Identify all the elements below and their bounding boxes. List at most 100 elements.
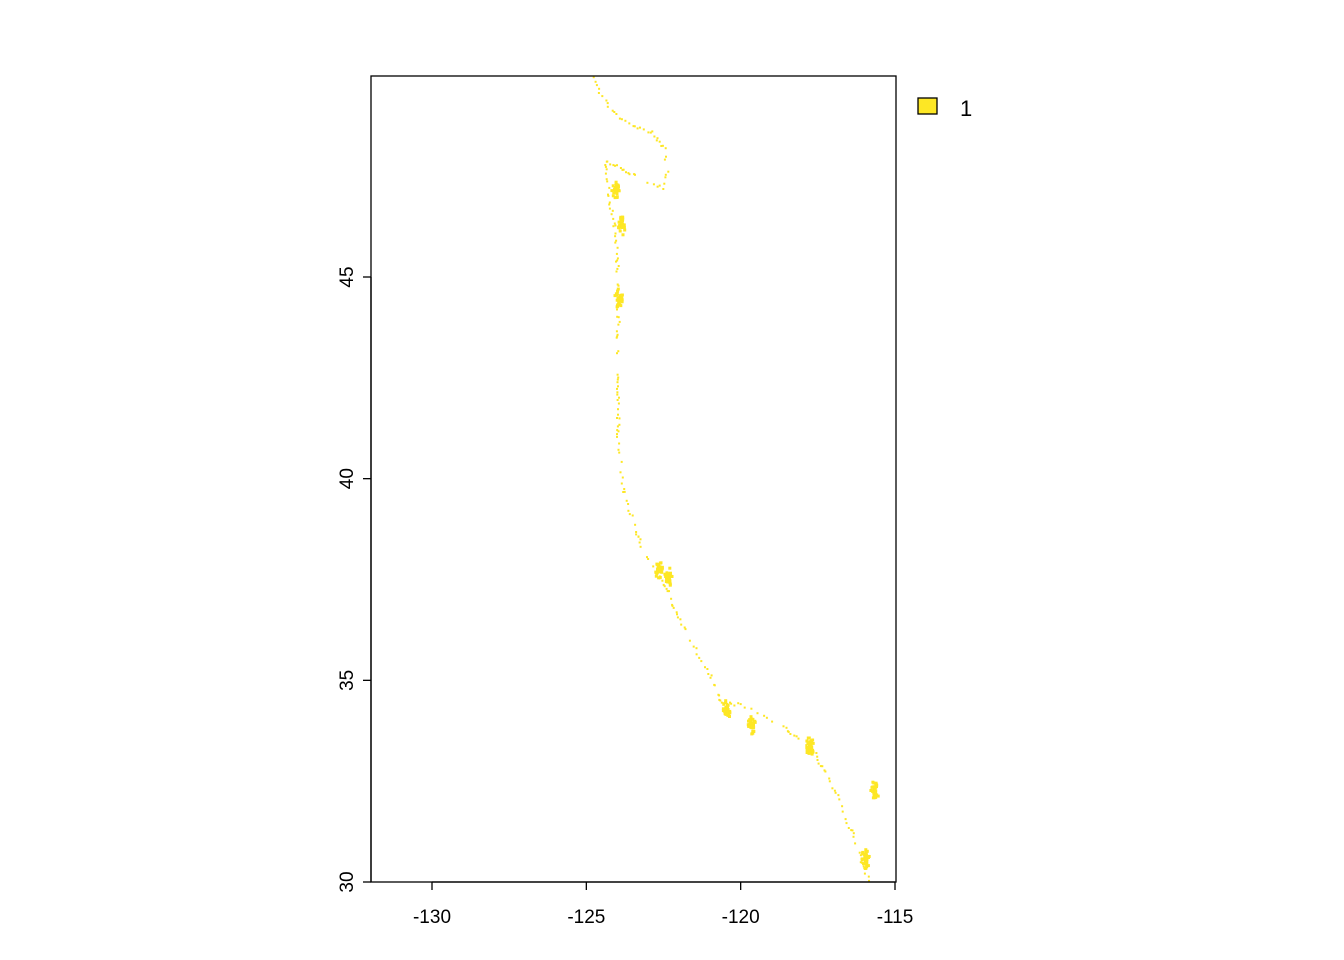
raster-cell [661, 144, 664, 147]
raster-cell [617, 301, 621, 305]
raster-cell [729, 701, 731, 704]
raster-layer [592, 76, 880, 882]
raster-cell [810, 748, 814, 751]
raster-cell [642, 128, 645, 131]
raster-cell [866, 864, 870, 868]
raster-cell [613, 196, 617, 200]
raster-cell [806, 742, 810, 746]
raster-cell [867, 856, 870, 859]
raster-cell [639, 126, 641, 129]
raster-cell [616, 164, 618, 167]
raster-cell [695, 647, 698, 650]
raster-cell [652, 565, 655, 568]
raster-cell [615, 196, 619, 199]
raster-cell [613, 222, 616, 225]
raster-cell [616, 391, 619, 394]
raster-cell [616, 381, 619, 384]
y-tick-label: 45 [337, 266, 358, 287]
raster-cell [808, 740, 812, 744]
raster-cell [811, 750, 815, 754]
raster-cell [858, 851, 861, 854]
raster-cell [665, 587, 668, 590]
raster-cell [621, 233, 625, 237]
plot-frame [370, 75, 897, 883]
raster-cell [750, 732, 754, 736]
raster-cell [622, 223, 626, 227]
raster-cell [609, 163, 612, 166]
raster-cell [749, 724, 753, 728]
raster-cell [617, 385, 619, 388]
raster-cell [616, 283, 619, 286]
raster-cell [608, 203, 611, 206]
x-tick-label: -115 [877, 907, 914, 928]
raster-cell [739, 703, 742, 706]
raster-cell [727, 713, 731, 717]
raster-cell [617, 413, 619, 416]
raster-cell [601, 95, 604, 98]
raster-cell [684, 628, 687, 631]
raster-cell [616, 183, 620, 187]
raster-cell [616, 315, 619, 318]
raster-cell [752, 725, 756, 729]
raster-cell [747, 724, 751, 728]
raster-cell [639, 538, 642, 541]
raster-cell [875, 793, 879, 797]
raster-cell [672, 606, 675, 609]
raster-cell [620, 118, 623, 121]
raster-cell [617, 323, 620, 326]
raster-cell [639, 545, 642, 548]
raster-cell [850, 829, 853, 832]
raster-cell [817, 762, 820, 765]
raster-cell [811, 738, 815, 742]
raster-cell [863, 872, 866, 875]
raster-cell [616, 257, 619, 260]
raster-cell [668, 574, 672, 578]
raster-cell [616, 425, 619, 428]
raster-cell [604, 172, 607, 175]
raster-cell [669, 571, 672, 575]
raster-cell [834, 791, 837, 794]
raster-cell [657, 576, 661, 580]
raster-cell [617, 448, 620, 451]
raster-cell [620, 460, 623, 463]
raster-cell [823, 769, 826, 772]
raster-cell [664, 572, 668, 576]
raster-cell [652, 183, 655, 186]
raster-cell [614, 186, 618, 189]
raster-cell [668, 579, 672, 583]
raster-cell [606, 160, 609, 163]
raster-cell [606, 102, 609, 105]
raster-cell [646, 556, 648, 559]
raster-cell [621, 226, 624, 229]
raster-cell [654, 574, 658, 578]
raster-cell [619, 304, 623, 308]
raster-cell [663, 182, 666, 185]
raster-cell [617, 185, 620, 189]
raster-cell [828, 777, 831, 780]
raster-cell [619, 167, 622, 169]
raster-cell [723, 710, 727, 714]
raster-cell [614, 188, 617, 192]
raster-cell [598, 87, 601, 90]
raster-cell [737, 702, 740, 705]
raster-cell [620, 215, 624, 219]
raster-cell [617, 226, 621, 230]
raster-cell [615, 270, 618, 273]
raster-cell [605, 168, 608, 171]
raster-cell [646, 181, 649, 184]
raster-cell [617, 265, 620, 267]
raster-cell [751, 729, 755, 733]
raster-cell [748, 718, 752, 722]
raster-cell [617, 350, 620, 353]
raster-cell [660, 145, 663, 147]
raster-cell [676, 613, 678, 616]
raster-cell [861, 852, 865, 856]
raster-cell [709, 676, 712, 679]
raster-cell [698, 656, 701, 659]
raster-cell [633, 173, 636, 176]
raster-cell [662, 188, 665, 190]
raster-cell [713, 684, 716, 687]
raster-cell [618, 451, 621, 454]
raster-cell [844, 818, 847, 821]
